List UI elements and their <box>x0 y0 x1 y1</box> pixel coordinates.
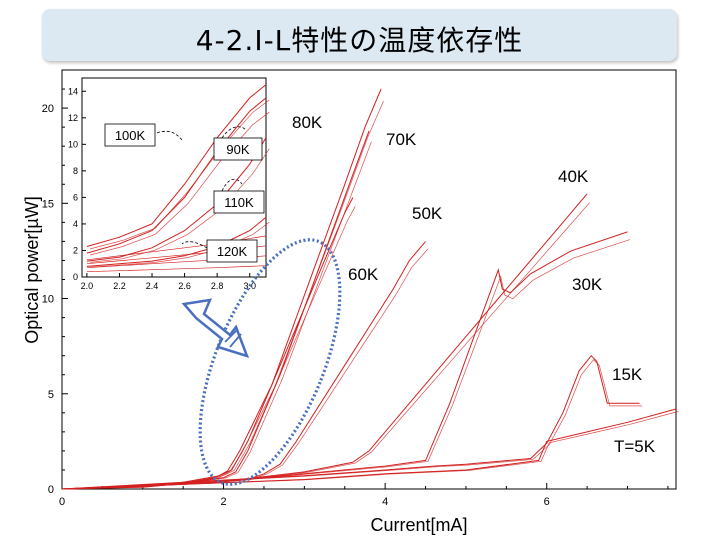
inset-label-120k: 120K <box>217 244 248 259</box>
inset-y-tick-label: 4 <box>73 219 78 229</box>
arrow-icon <box>181 298 250 358</box>
series-t-5k-line <box>61 408 677 490</box>
label-15k: 15K <box>612 365 643 384</box>
main-series-group <box>61 88 679 490</box>
inset-y-tick-label: 14 <box>68 86 78 96</box>
inset-x-tick-label: 2.4 <box>146 281 159 291</box>
label-40k: 40K <box>558 167 589 186</box>
inset-y-tick-label: 8 <box>73 166 78 176</box>
inset-x-tick-label: 2.8 <box>211 281 224 291</box>
inset-y-tick-label: 2 <box>73 245 78 255</box>
inset-series-90k-branch <box>90 99 270 250</box>
inset-series-110k-branch <box>90 148 270 263</box>
inset-leader-120k <box>181 241 208 249</box>
inset-x-tick-label: 2.6 <box>178 281 191 291</box>
inset-series-120k-line <box>86 216 267 267</box>
series-40k-line <box>61 193 588 490</box>
y-axis-label: Optical power[µW] <box>22 196 42 343</box>
y-tick-label: 10 <box>42 294 54 306</box>
label-t-5k: T=5K <box>614 437 656 456</box>
series-t-5k-branch <box>64 411 679 490</box>
inset-x-tick-label: 2.0 <box>81 281 94 291</box>
x-tick-label: 6 <box>544 496 550 508</box>
series-30k-line <box>61 231 628 490</box>
inset-series-120k-branch <box>90 221 270 268</box>
inset-y-tick-label: 12 <box>68 113 78 123</box>
inset-leader-110k <box>221 178 243 192</box>
x-axis-label: Current[mA] <box>370 515 467 535</box>
slide-title: 4-2.I-L特性の温度依存性 <box>195 24 524 57</box>
arrow-tail-lines <box>224 329 242 348</box>
series-15k-branch <box>64 359 643 490</box>
inset-label-box-100k <box>104 123 156 147</box>
inset-label-box-90k <box>213 137 263 161</box>
x-tick-label: 4 <box>382 496 388 508</box>
inset-series-110k-line <box>86 137 267 262</box>
label-80k: 80K <box>292 113 323 132</box>
y-tick-label: 15 <box>42 198 54 210</box>
inset-leader-90k <box>221 126 247 139</box>
slide-title-box: 4-2.I-L特性の温度依存性 <box>42 9 677 61</box>
inset-x-tick-label: 2.2 <box>113 281 126 291</box>
y-tick-label: 5 <box>48 389 54 401</box>
inset-label-100k: 100K <box>115 128 146 143</box>
label-50k: 50K <box>412 204 443 223</box>
inset-frame <box>81 77 267 278</box>
label-30k: 30K <box>572 275 603 294</box>
inset-y-tick-label: 6 <box>73 192 78 202</box>
y-tick-label: 0 <box>48 484 54 496</box>
series-40k-branch <box>64 202 590 490</box>
overlay-annotations <box>181 238 342 486</box>
label-60k: 60K <box>348 265 379 284</box>
x-tick-label: 0 <box>59 496 65 508</box>
inset-series-100k-branch <box>90 111 270 256</box>
inset-label-box-110k <box>213 190 265 214</box>
inset-background <box>74 74 274 298</box>
x-tick-label: 2 <box>221 496 227 508</box>
inset-y-tick-label: 10 <box>68 139 78 149</box>
y-tick-label: 20 <box>42 103 54 115</box>
inset-label-90k: 90K <box>226 142 249 157</box>
series-30k-branch <box>64 239 631 490</box>
inset-label-110k: 110K <box>224 195 254 210</box>
inset-series-group <box>86 84 270 273</box>
inset-baseline-trace <box>86 265 267 273</box>
inset-series-100k-line <box>86 97 267 254</box>
highlight-ellipse <box>198 238 342 486</box>
label-70k: 70K <box>386 130 417 149</box>
inset-plot-area: 2.0 2.2 2.4 2.6 2.8 3.002468101214100K90K110K… <box>68 74 274 298</box>
inset-y-tick-label: 0 <box>73 272 78 282</box>
inset-series-90k-line <box>86 84 267 247</box>
inset-leader-100k <box>156 130 183 141</box>
series-15k-line <box>61 354 640 490</box>
inset-label-box-120k <box>206 239 258 263</box>
